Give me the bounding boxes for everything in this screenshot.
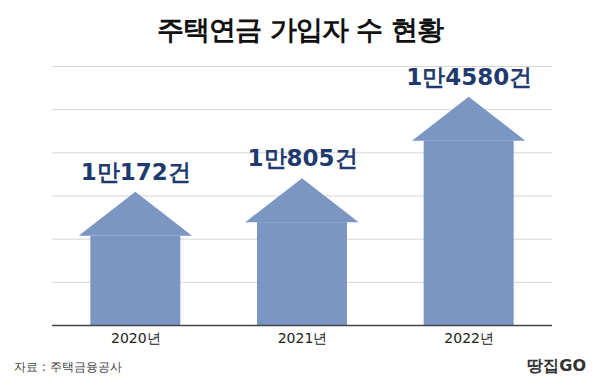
svg-text:2020년: 2020년 — [111, 330, 161, 346]
html-text:주택연금 가입자 수 현황: 주택연금 가입자 수 현황 — [157, 14, 443, 45]
html-text:자료 : 주택금융공사: 자료 : 주택금융공사 — [14, 360, 122, 374]
svg-text:2021년: 2021년 — [278, 330, 328, 346]
svg-text:1만805건: 1만805건 — [247, 145, 357, 171]
svg-text:2022년: 2022년 — [444, 330, 494, 346]
svg-text:1만172건: 1만172건 — [81, 159, 191, 185]
html-text:땅집GO: 땅집GO — [527, 356, 586, 375]
svg-text:1만4580건: 1만4580건 — [406, 64, 532, 90]
